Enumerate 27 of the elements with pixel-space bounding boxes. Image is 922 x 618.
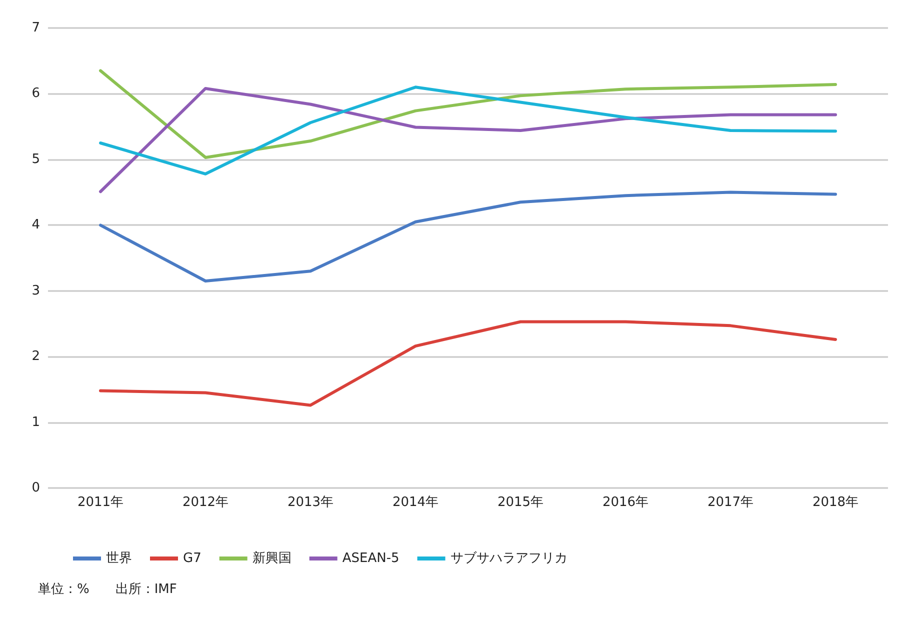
legend-label: サブサハラアフリカ — [450, 551, 568, 566]
legend-label: ASEAN-5 — [342, 551, 400, 566]
y-tick-label: 0 — [32, 480, 40, 496]
x-tick-label: 2017年 — [707, 495, 754, 510]
y-tick-label: 7 — [32, 20, 40, 36]
line-series — [99, 190, 837, 282]
x-tick-label: 2018年 — [812, 495, 859, 510]
x-tick-label: 2013年 — [287, 495, 334, 510]
y-tick-label: 6 — [32, 86, 40, 102]
legend-label: G7 — [183, 551, 202, 566]
legend-label: 世界 — [106, 551, 132, 566]
x-tick-label: 2011年 — [77, 495, 124, 510]
x-tick-label: 2014年 — [392, 495, 439, 510]
line-series — [99, 86, 837, 194]
line-series — [99, 86, 837, 176]
y-tick-label: 4 — [32, 218, 40, 233]
x-tick-label: 2016年 — [602, 495, 649, 510]
y-tick-label: 3 — [32, 283, 40, 298]
x-tick-label: 2015年 — [497, 495, 544, 510]
text: 単位：% 出所：IMF — [38, 582, 177, 597]
line-series — [99, 320, 837, 407]
x-tick-label: 2012年 — [182, 495, 229, 510]
line-series — [99, 69, 837, 159]
legend-label: 新興国 — [252, 551, 292, 566]
y-tick-label: 5 — [32, 152, 40, 167]
y-tick-label: 1 — [32, 414, 40, 430]
y-tick-label: 2 — [32, 349, 40, 364]
